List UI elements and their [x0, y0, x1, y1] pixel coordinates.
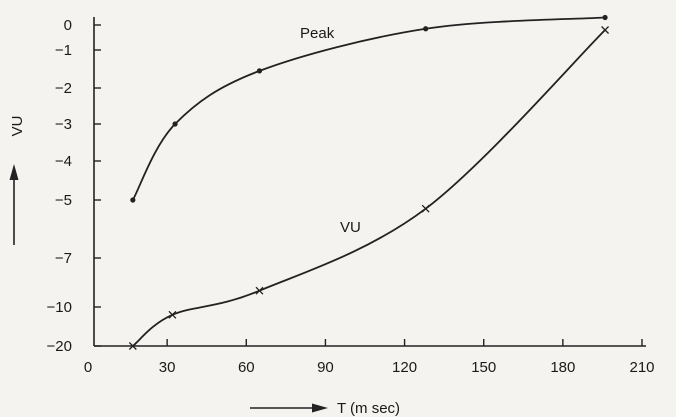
x-tick-label: 120 — [392, 359, 417, 376]
vu-data-point — [421, 204, 430, 213]
x-axis-label: T (m sec) — [337, 400, 400, 417]
vu-series-label: VU — [340, 219, 361, 236]
vu-data-point — [255, 286, 264, 295]
x-tick-label: 90 — [317, 359, 334, 376]
peak-series-line — [132, 16, 606, 201]
y-ticks: 0 −1 −2 −3 −4 −5 −7 −10 −20 — [47, 17, 101, 355]
y-tick-label: −3 — [55, 116, 72, 133]
vu-data-point — [168, 310, 177, 319]
x-tick-label: 150 — [471, 359, 496, 376]
peak-data-point — [423, 26, 429, 32]
y-tick-label: −20 — [47, 338, 72, 355]
peak-data-point — [172, 121, 178, 127]
x-tick-label: 30 — [159, 359, 176, 376]
vu-series-line — [132, 29, 606, 347]
peak-data-point — [130, 197, 136, 203]
y-tick-label: −7 — [55, 250, 72, 267]
x-tick-label: 210 — [629, 359, 654, 376]
vu-data-point — [128, 342, 137, 350]
x-ticks: 0 30 60 90 120 150 180 210 — [84, 339, 655, 376]
x-tick-label: 60 — [238, 359, 255, 376]
series-layer — [128, 14, 610, 350]
axes: 0 −1 −2 −3 −4 −5 −7 −10 −20 0 30 60 90 120 150 180 210 — [47, 17, 655, 376]
y-axis-label: VU — [9, 116, 26, 137]
vu-data-point — [601, 26, 610, 34]
y-tick-label: 0 — [64, 17, 72, 34]
y-tick-label: −5 — [55, 192, 72, 209]
y-tick-label: −2 — [55, 80, 72, 97]
peak-data-point — [602, 14, 608, 21]
x-axis-arrow-head — [312, 403, 328, 413]
y-tick-label: −1 — [55, 42, 72, 59]
x-tick-label: 0 — [84, 359, 92, 376]
y-tick-label: −10 — [47, 299, 72, 316]
x-tick-label: 180 — [550, 359, 575, 376]
peak-series-label: Peak — [300, 25, 335, 42]
y-tick-label: −4 — [55, 153, 72, 170]
peak-data-point — [256, 68, 263, 74]
y-axis-arrow-head — [9, 164, 19, 180]
